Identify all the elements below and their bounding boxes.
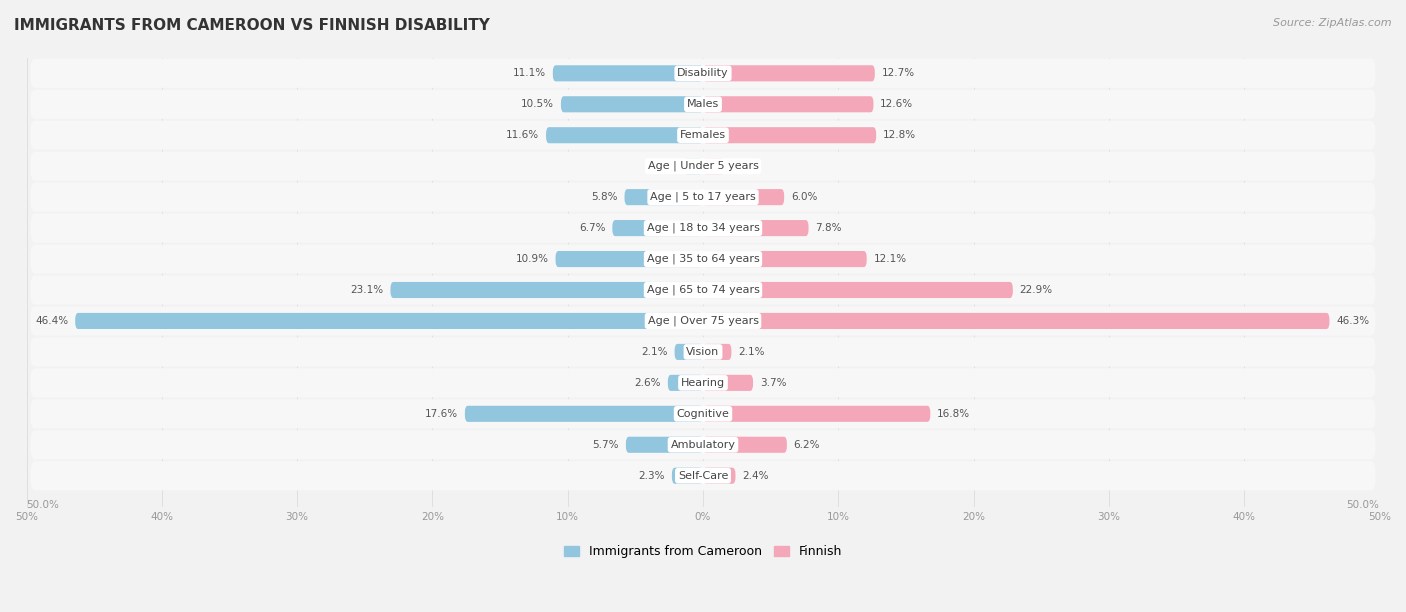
FancyBboxPatch shape [703,282,1012,298]
FancyBboxPatch shape [31,307,1375,335]
FancyBboxPatch shape [553,65,703,81]
Text: 10.9%: 10.9% [516,254,548,264]
Text: Females: Females [681,130,725,140]
Text: 46.4%: 46.4% [35,316,69,326]
FancyBboxPatch shape [555,251,703,267]
FancyBboxPatch shape [675,344,703,360]
Text: 12.1%: 12.1% [873,254,907,264]
FancyBboxPatch shape [31,368,1375,397]
Text: 3.7%: 3.7% [759,378,786,388]
FancyBboxPatch shape [703,344,731,360]
Text: 16.8%: 16.8% [936,409,970,419]
Text: 5.7%: 5.7% [592,440,619,450]
FancyBboxPatch shape [31,337,1375,367]
Text: Age | 18 to 34 years: Age | 18 to 34 years [647,223,759,233]
Text: Age | Under 5 years: Age | Under 5 years [648,161,758,171]
Text: 11.1%: 11.1% [513,69,546,78]
FancyBboxPatch shape [703,96,873,113]
FancyBboxPatch shape [703,468,735,483]
FancyBboxPatch shape [703,406,931,422]
Text: Age | Over 75 years: Age | Over 75 years [648,316,758,326]
FancyBboxPatch shape [703,158,724,174]
FancyBboxPatch shape [703,437,787,453]
Text: Source: ZipAtlas.com: Source: ZipAtlas.com [1274,18,1392,28]
Text: 5.8%: 5.8% [592,192,617,202]
FancyBboxPatch shape [626,437,703,453]
Text: Age | 5 to 17 years: Age | 5 to 17 years [650,192,756,203]
Text: Disability: Disability [678,69,728,78]
Text: Vision: Vision [686,347,720,357]
Text: 6.7%: 6.7% [579,223,606,233]
Text: 50.0%: 50.0% [1347,500,1379,510]
Text: 1.4%: 1.4% [651,161,678,171]
FancyBboxPatch shape [703,189,785,205]
FancyBboxPatch shape [75,313,703,329]
Text: Age | 35 to 64 years: Age | 35 to 64 years [647,254,759,264]
Text: 6.0%: 6.0% [792,192,817,202]
Text: Males: Males [688,99,718,110]
FancyBboxPatch shape [31,461,1375,490]
Text: 17.6%: 17.6% [425,409,458,419]
FancyBboxPatch shape [613,220,703,236]
FancyBboxPatch shape [31,399,1375,428]
Text: 6.2%: 6.2% [793,440,820,450]
FancyBboxPatch shape [668,375,703,391]
Text: 23.1%: 23.1% [350,285,384,295]
FancyBboxPatch shape [624,189,703,205]
FancyBboxPatch shape [31,245,1375,274]
Text: 7.8%: 7.8% [815,223,842,233]
FancyBboxPatch shape [31,182,1375,212]
FancyBboxPatch shape [703,220,808,236]
FancyBboxPatch shape [31,90,1375,119]
Text: 2.1%: 2.1% [641,347,668,357]
FancyBboxPatch shape [561,96,703,113]
FancyBboxPatch shape [31,152,1375,181]
Text: Self-Care: Self-Care [678,471,728,480]
FancyBboxPatch shape [703,251,866,267]
Text: 2.1%: 2.1% [738,347,765,357]
FancyBboxPatch shape [703,313,1330,329]
FancyBboxPatch shape [703,65,875,81]
Text: 46.3%: 46.3% [1336,316,1369,326]
FancyBboxPatch shape [31,59,1375,88]
Text: IMMIGRANTS FROM CAMEROON VS FINNISH DISABILITY: IMMIGRANTS FROM CAMEROON VS FINNISH DISA… [14,18,489,34]
Text: 11.6%: 11.6% [506,130,540,140]
Text: 10.5%: 10.5% [522,99,554,110]
Text: 12.8%: 12.8% [883,130,917,140]
Text: 1.6%: 1.6% [731,161,758,171]
Legend: Immigrants from Cameroon, Finnish: Immigrants from Cameroon, Finnish [558,540,848,563]
Text: 50.0%: 50.0% [27,500,59,510]
FancyBboxPatch shape [685,158,703,174]
Text: 22.9%: 22.9% [1019,285,1053,295]
FancyBboxPatch shape [672,468,703,483]
FancyBboxPatch shape [31,214,1375,242]
Text: Hearing: Hearing [681,378,725,388]
Text: Cognitive: Cognitive [676,409,730,419]
Text: 2.4%: 2.4% [742,471,769,480]
FancyBboxPatch shape [465,406,703,422]
FancyBboxPatch shape [546,127,703,143]
Text: Ambulatory: Ambulatory [671,440,735,450]
FancyBboxPatch shape [703,127,876,143]
FancyBboxPatch shape [31,121,1375,150]
FancyBboxPatch shape [31,275,1375,305]
FancyBboxPatch shape [31,430,1375,460]
Text: 2.3%: 2.3% [638,471,665,480]
Text: Age | 65 to 74 years: Age | 65 to 74 years [647,285,759,295]
Text: 12.7%: 12.7% [882,69,915,78]
Text: 2.6%: 2.6% [634,378,661,388]
FancyBboxPatch shape [703,375,754,391]
FancyBboxPatch shape [391,282,703,298]
Text: 12.6%: 12.6% [880,99,914,110]
